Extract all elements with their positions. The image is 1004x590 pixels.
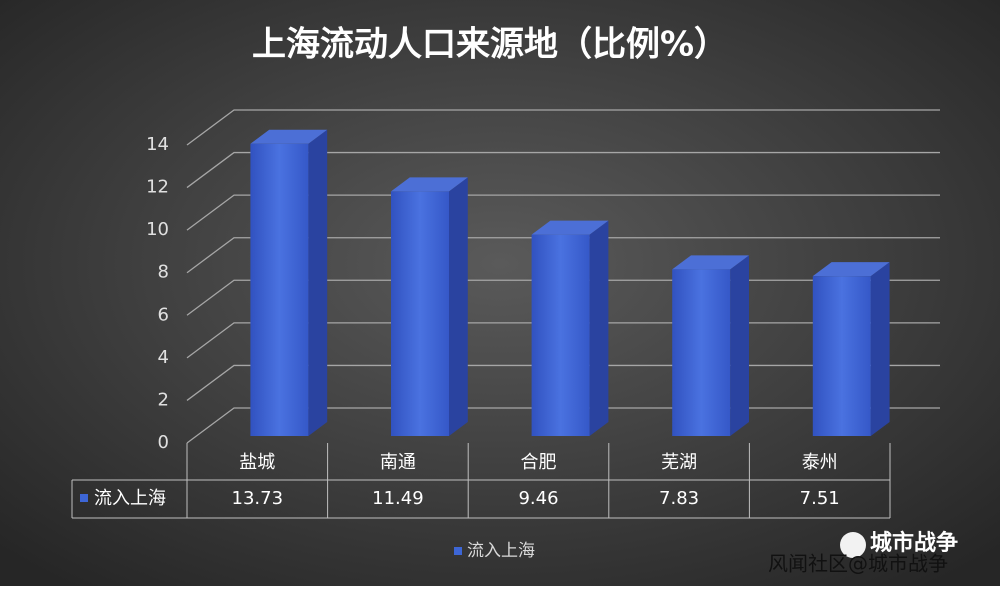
grid-line — [186, 237, 940, 274]
grid-line — [186, 194, 940, 231]
bar — [531, 220, 609, 436]
bar-side — [589, 220, 609, 436]
watermark-source: 风闻社区@城市战争 — [768, 552, 948, 576]
bar-top — [531, 220, 609, 235]
bar-side — [730, 255, 749, 436]
table-value: 7.83 — [659, 488, 699, 509]
x-tick-label: 盐城 — [239, 452, 275, 473]
data-table: 流入上海 盐城 南通 合肥 芜湖 泰州 13.73 11.49 9.46 7.83 7.51 — [71, 443, 891, 519]
table-value: 7.51 — [800, 488, 840, 509]
legend-key — [454, 547, 462, 555]
grid-line — [186, 151, 940, 189]
bar-front — [531, 234, 590, 436]
bar-side — [870, 262, 890, 436]
legend-label: 流入上海 — [467, 541, 535, 561]
y-tick-label: 14 — [146, 134, 169, 155]
y-tick-label: 0 — [158, 432, 169, 453]
bar — [250, 129, 328, 437]
bar-top — [250, 129, 328, 144]
y-tick-label: 4 — [158, 347, 169, 368]
bar — [391, 177, 468, 437]
watermark-badge: 城市战争 — [870, 530, 958, 556]
bar-side — [308, 129, 328, 437]
watermark-icon — [840, 532, 866, 558]
bar-front — [812, 276, 871, 436]
y-tick-label: 8 — [158, 262, 169, 283]
x-tick-label: 芜湖 — [661, 452, 697, 473]
bar-top — [812, 262, 890, 277]
x-tick-label: 南通 — [380, 452, 416, 473]
y-tick-label: 12 — [146, 177, 169, 198]
bar-front — [250, 143, 309, 437]
bar-front — [672, 269, 731, 436]
bar-top — [391, 177, 468, 192]
grid-line — [186, 109, 940, 146]
chart-title: 上海流动人口来源地（比例%） — [252, 25, 728, 65]
table-value: 13.73 — [232, 488, 284, 509]
bar — [672, 255, 749, 436]
legend: 流入上海 — [454, 541, 535, 561]
bar-front — [391, 191, 449, 436]
y-tick-label: 6 — [158, 304, 169, 325]
x-tick-label: 泰州 — [802, 452, 838, 473]
table-value: 9.46 — [518, 488, 558, 509]
y-tick-label: 10 — [146, 219, 169, 240]
bar-side — [449, 177, 468, 437]
y-tick-label: 2 — [158, 389, 169, 410]
watermark: 城市战争 风闻社区@城市战争 — [768, 530, 958, 576]
x-tick-label: 合肥 — [521, 452, 557, 473]
table-row-header: 流入上海 — [94, 488, 166, 509]
table-legend-key — [80, 494, 88, 502]
bar-top — [672, 255, 749, 270]
bar — [812, 262, 890, 436]
table-value: 11.49 — [372, 488, 424, 509]
